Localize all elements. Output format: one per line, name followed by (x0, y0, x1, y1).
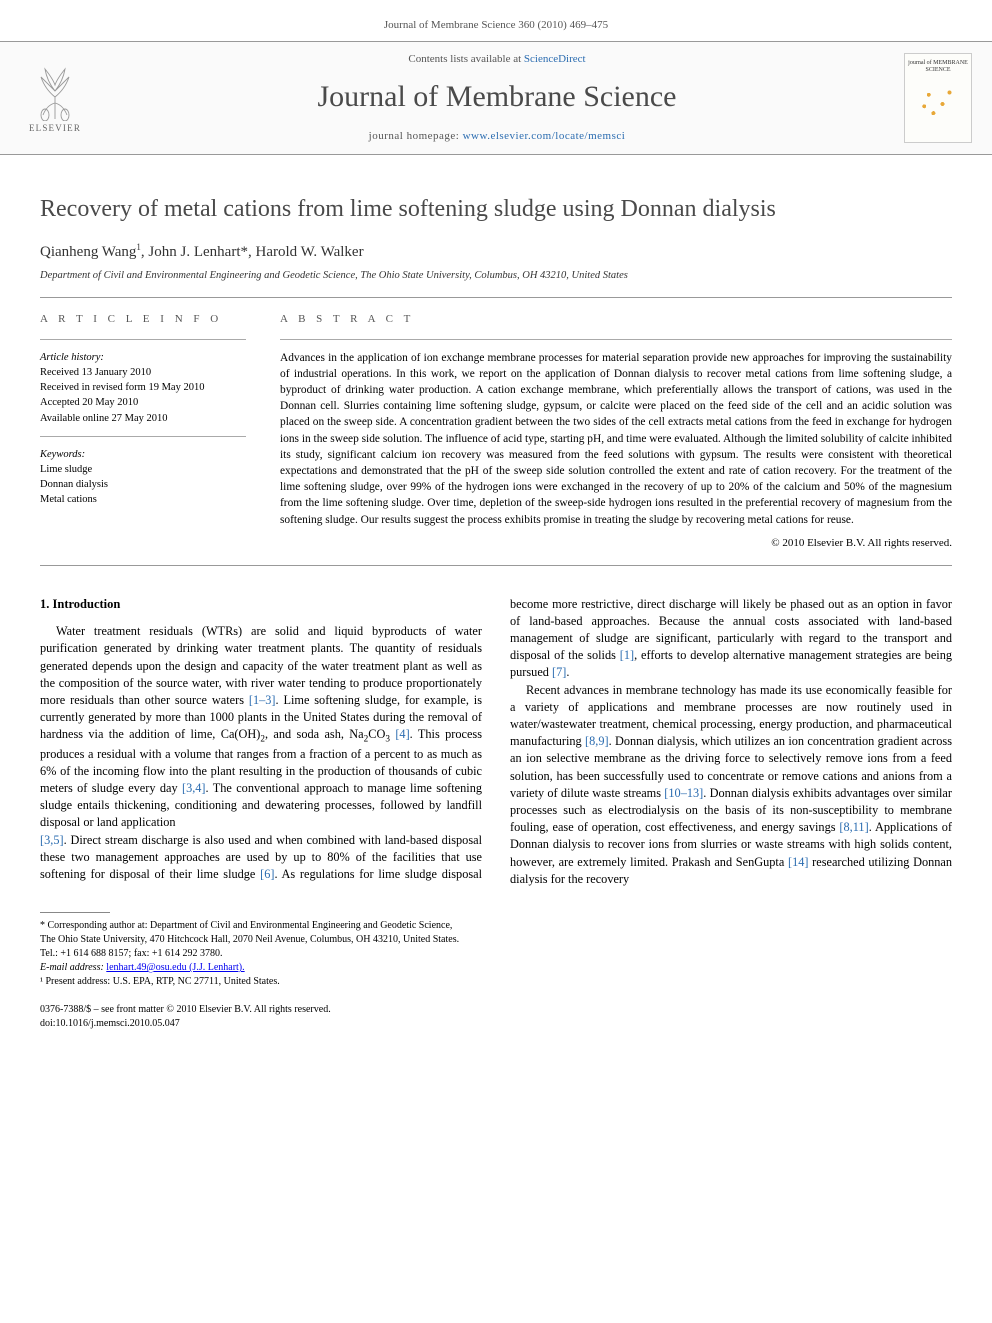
cover-thumb-art (915, 81, 961, 127)
article-info-heading: A R T I C L E I N F O (40, 312, 246, 327)
footer-doi: doi:10.1016/j.memsci.2010.05.047 (40, 1017, 952, 1031)
body-para-1: Water treatment residuals (WTRs) are sol… (40, 623, 482, 832)
body-para-3: Recent advances in membrane technology h… (510, 682, 952, 888)
footer: 0376-7388/$ – see front matter © 2010 El… (40, 1003, 952, 1030)
abstract-heading: A B S T R A C T (280, 312, 952, 327)
section-num: 1. (40, 597, 49, 611)
info-abstract-row: A R T I C L E I N F O Article history: R… (40, 298, 952, 551)
keyword-1: Lime sludge (40, 462, 246, 477)
publisher-name: ELSEVIER (29, 122, 81, 134)
journal-title: Journal of Membrane Science (110, 77, 884, 118)
footnote-present-address: ¹ Present address: U.S. EPA, RTP, NC 277… (40, 975, 460, 989)
article-history: Article history: Received 13 January 201… (40, 350, 246, 508)
divider-bottom (40, 565, 952, 566)
sciencedirect-link[interactable]: ScienceDirect (524, 53, 586, 65)
abstract-rule (280, 339, 952, 340)
article-info: A R T I C L E I N F O Article history: R… (40, 312, 246, 551)
contents-line: Contents lists available at ScienceDirec… (110, 52, 884, 67)
abstract-copyright: © 2010 Elsevier B.V. All rights reserved… (280, 536, 952, 551)
footnote-email: E-mail address: lenhart.49@osu.edu (J.J.… (40, 961, 460, 975)
email-label: E-mail address: (40, 962, 104, 973)
article-title: Recovery of metal cations from lime soft… (40, 193, 952, 225)
history-accepted: Accepted 20 May 2010 (40, 395, 246, 410)
history-revised: Received in revised form 19 May 2010 (40, 380, 246, 395)
email-link[interactable]: lenhart.49@osu.edu (J.J. Lenhart). (106, 962, 244, 973)
footnotes: * Corresponding author at: Department of… (40, 912, 460, 989)
masthead-center: Contents lists available at ScienceDirec… (110, 52, 884, 144)
footnote-corresponding: * Corresponding author at: Department of… (40, 919, 460, 961)
abstract-text: Advances in the application of ion excha… (280, 350, 952, 528)
homepage-line: journal homepage: www.elsevier.com/locat… (110, 129, 884, 144)
body-text: 1. Introduction Water treatment residual… (40, 596, 952, 888)
section-heading: 1. Introduction (40, 596, 482, 614)
history-online: Available online 27 May 2010 (40, 411, 246, 426)
cover-thumb-title: journal of MEMBRANE SCIENCE (907, 60, 969, 73)
history-received: Received 13 January 2010 (40, 365, 246, 380)
running-header: Journal of Membrane Science 360 (2010) 4… (0, 0, 992, 41)
info-rule (40, 339, 246, 340)
masthead: ELSEVIER Contents lists available at Sci… (0, 41, 992, 155)
keywords-label: Keywords: (40, 447, 246, 462)
abstract: A B S T R A C T Advances in the applicat… (280, 312, 952, 551)
section-title: Introduction (53, 597, 121, 611)
footer-issn: 0376-7388/$ – see front matter © 2010 El… (40, 1003, 952, 1017)
affiliation: Department of Civil and Environmental En… (40, 269, 952, 283)
cover-thumbnail: journal of MEMBRANE SCIENCE (904, 53, 972, 143)
homepage-prefix: journal homepage: (369, 130, 463, 142)
keyword-2: Donnan dialysis (40, 477, 246, 492)
authors: Qianheng Wang1, John J. Lenhart*, Harold… (40, 241, 952, 262)
elsevier-tree-icon (27, 61, 83, 121)
contents-prefix: Contents lists available at (408, 53, 523, 65)
history-label: Article history: (40, 350, 246, 365)
keyword-3: Metal cations (40, 492, 246, 507)
homepage-link[interactable]: www.elsevier.com/locate/memsci (463, 130, 626, 142)
elsevier-logo: ELSEVIER (20, 55, 90, 140)
